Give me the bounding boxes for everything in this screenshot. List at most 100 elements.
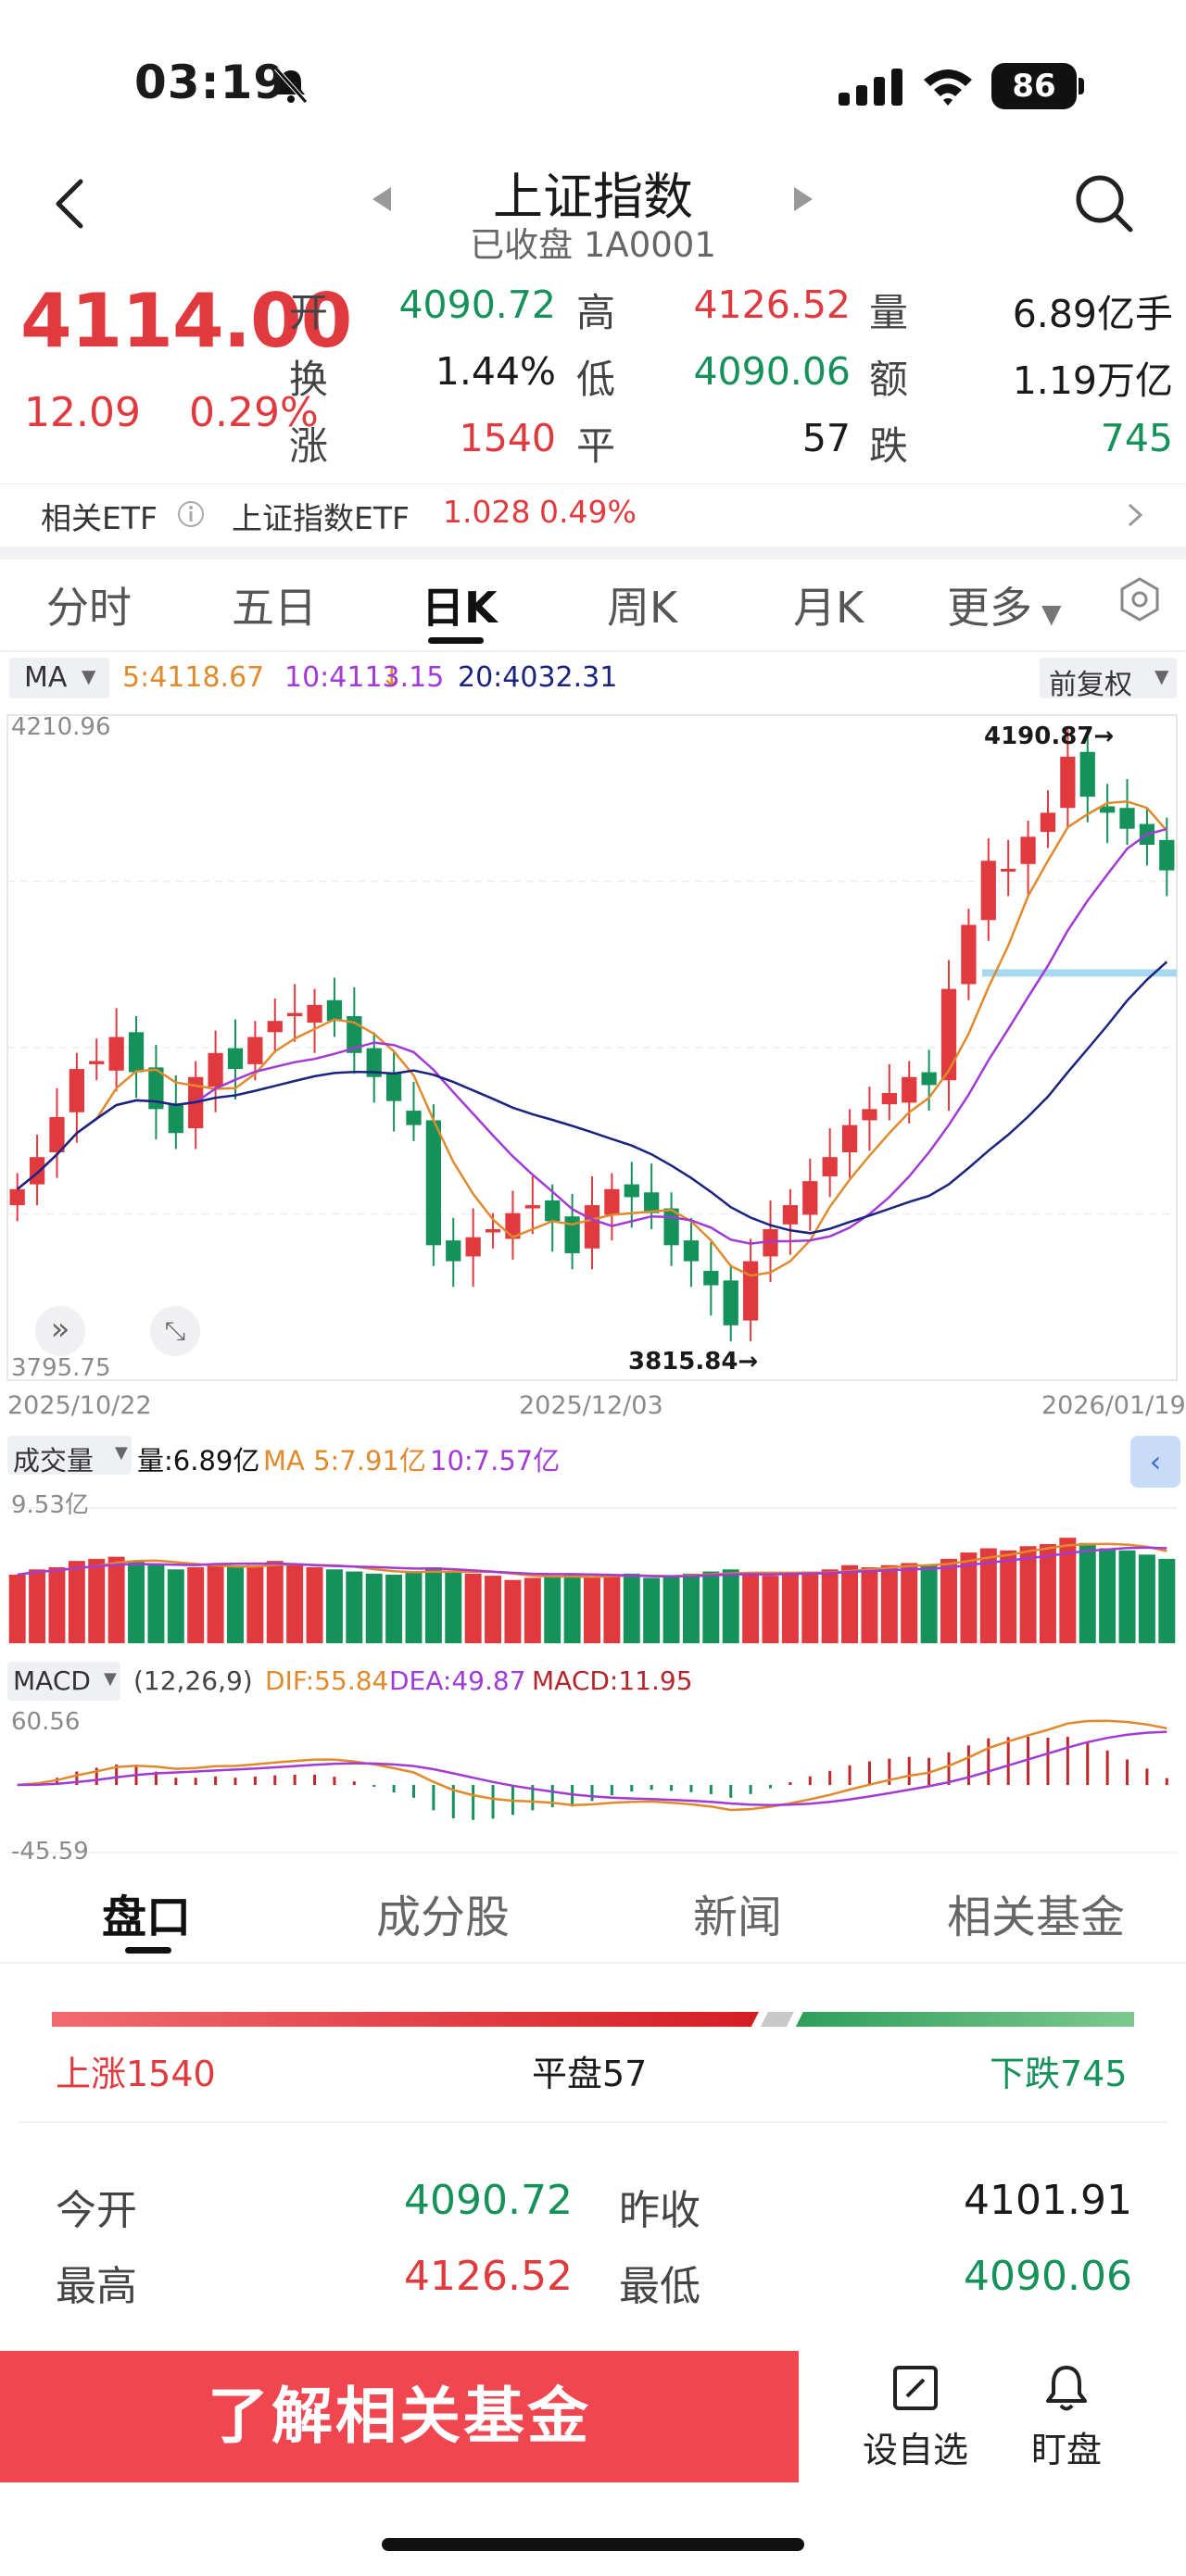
volume-bar <box>584 1577 600 1643</box>
candle-body <box>9 1188 25 1206</box>
quote-label: 开 <box>289 290 329 335</box>
add-watchlist-icon[interactable] <box>891 2364 940 2412</box>
volume-bar <box>365 1573 383 1643</box>
volume-ma10-line <box>17 1546 1167 1578</box>
tab-order-book[interactable]: 盘口 <box>102 1891 192 1943</box>
volume-bar <box>781 1573 799 1643</box>
tab-divider <box>0 650 1186 652</box>
info-icon[interactable] <box>176 499 206 529</box>
candle-body <box>524 1205 540 1209</box>
battery-tip <box>1079 78 1084 94</box>
adjust-label: 前复权 <box>1049 669 1132 701</box>
volume-selector[interactable] <box>7 1436 132 1475</box>
date-mid: 2025/12/03 <box>519 1391 663 1420</box>
volume-bar <box>286 1564 304 1643</box>
etf-name: 上证指数ETF <box>232 500 410 536</box>
related-etf-bar[interactable]: 相关ETF 上证指数ETF 1.028 0.49% <box>0 484 1186 545</box>
kline-chart-area[interactable] <box>0 704 1186 1871</box>
volume-bar <box>485 1576 502 1643</box>
monitor-bell-icon[interactable] <box>1041 2362 1091 2414</box>
candle-body <box>425 1120 442 1246</box>
adjust-caret-icon: ▼ <box>1154 665 1169 687</box>
macd-selector[interactable] <box>7 1662 120 1701</box>
date-end: 2026/01/19 <box>1041 1391 1186 1420</box>
volume-bar <box>563 1573 581 1643</box>
learn-funds-button[interactable]: 了解相关基金 <box>0 2351 799 2482</box>
quote-value: 57 <box>801 416 851 460</box>
back-arrow-icon[interactable] <box>51 176 88 232</box>
market-status: 已收盘 1A0001 <box>470 225 716 265</box>
clock: 03:19 <box>134 56 287 109</box>
adjust-selector[interactable] <box>1040 658 1177 698</box>
quote-value: 1.19万亿 <box>1012 358 1173 403</box>
next-index-arrow-icon[interactable] <box>792 185 814 213</box>
candle-body <box>485 1229 501 1233</box>
expand-left-icon[interactable]: » <box>35 1306 85 1356</box>
volume-bar <box>226 1567 244 1643</box>
tab-constituents[interactable]: 成分股 <box>376 1891 511 1943</box>
tab-related-funds[interactable]: 相关基金 <box>947 1891 1126 1943</box>
stat-high-label: 最高 <box>56 2263 137 2310</box>
tab-monthly-k[interactable]: 月K <box>793 583 864 633</box>
macd-dif: DIF:55.84 <box>265 1665 389 1696</box>
quote-label: 换 <box>289 357 329 402</box>
quote-label: 高 <box>576 290 616 335</box>
status-bar: 03:19 86 <box>0 0 1186 167</box>
volume-max-label: 9.53亿 <box>11 1491 89 1519</box>
breadth-up-label: 上涨1540 <box>56 2054 216 2094</box>
candle-body <box>69 1069 84 1112</box>
bottom-tab-indicator <box>125 1947 171 1954</box>
volume-bar <box>88 1558 106 1643</box>
candle-body <box>1060 756 1076 809</box>
tab-weekly-k[interactable]: 周K <box>607 583 678 633</box>
tab-daily-k[interactable]: 日K <box>422 583 498 633</box>
candle-body <box>1119 808 1135 829</box>
candle-body <box>822 1157 838 1176</box>
candle-body <box>763 1229 778 1257</box>
etf-price: 1.028 <box>443 494 531 530</box>
quote-value: 1.44% <box>435 349 556 394</box>
volume-bar <box>920 1564 938 1643</box>
quote-label: 平 <box>576 423 616 469</box>
etf-label: 相关ETF <box>41 500 158 536</box>
candle-body <box>168 1104 183 1134</box>
fullscreen-icon[interactable]: ⤡ <box>150 1306 200 1356</box>
ma-selector[interactable] <box>9 658 109 698</box>
kline-ymax-label: 4210.96 <box>11 713 111 741</box>
search-icon[interactable] <box>1073 172 1134 233</box>
tab-news[interactable]: 新闻 <box>693 1891 783 1943</box>
tab-timeshare[interactable]: 分时 <box>46 583 132 633</box>
quote-value: 4126.52 <box>693 283 851 327</box>
volume-bar <box>1059 1538 1077 1643</box>
ma20-value: 20:4032.31 <box>458 661 618 694</box>
mute-bell-icon <box>274 67 308 104</box>
volume-bar <box>524 1577 541 1643</box>
tab-five-day[interactable]: 五日 <box>232 583 317 633</box>
candle-body <box>564 1216 580 1253</box>
chart-settings-icon[interactable] <box>1117 576 1163 622</box>
ma20-line <box>16 961 1168 1235</box>
ma-label: MA <box>24 661 68 694</box>
prev-index-arrow-icon[interactable] <box>371 185 393 213</box>
add-watchlist-label[interactable]: 设自选 <box>862 2430 968 2470</box>
volume-bar <box>901 1563 918 1643</box>
volume-bar <box>207 1564 224 1643</box>
quote-label: 涨 <box>289 423 329 469</box>
volume-bar <box>306 1567 323 1643</box>
monitor-label[interactable]: 盯盘 <box>1030 2430 1102 2470</box>
candle-body <box>624 1184 639 1198</box>
volume-bar <box>702 1571 720 1643</box>
candle-body <box>49 1116 65 1153</box>
candle-body <box>287 1012 303 1017</box>
candle-body <box>227 1048 244 1070</box>
collapse-panel-icon[interactable]: ‹ <box>1130 1436 1180 1488</box>
volume-bar <box>1079 1542 1096 1643</box>
kline-ymin-label: 3795.75 <box>11 1354 111 1382</box>
volume-bar <box>603 1576 621 1643</box>
tab-more[interactable]: 更多 ▼ <box>947 574 1062 635</box>
candle-body <box>862 1109 877 1121</box>
macd-dif-line <box>17 1719 1167 1812</box>
candle-body <box>723 1280 738 1326</box>
candle-body <box>385 1072 402 1101</box>
volume-bar <box>722 1569 739 1643</box>
